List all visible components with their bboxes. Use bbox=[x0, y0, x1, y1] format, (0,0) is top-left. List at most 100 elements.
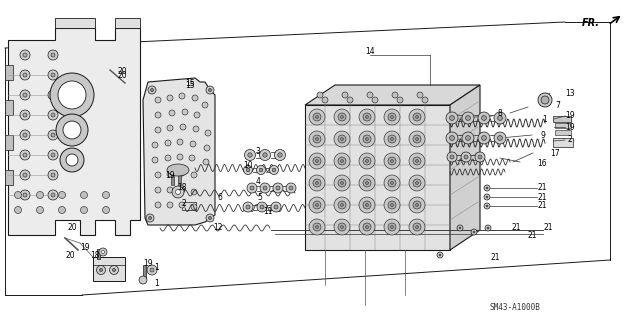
Circle shape bbox=[150, 88, 154, 92]
Bar bbox=[555, 130, 571, 135]
Circle shape bbox=[257, 166, 266, 174]
Circle shape bbox=[243, 166, 253, 174]
Circle shape bbox=[20, 110, 30, 120]
Circle shape bbox=[409, 175, 425, 191]
Circle shape bbox=[367, 92, 373, 98]
Circle shape bbox=[191, 189, 197, 195]
Circle shape bbox=[415, 182, 419, 184]
Circle shape bbox=[481, 136, 486, 140]
Text: 1: 1 bbox=[155, 278, 159, 287]
Circle shape bbox=[247, 183, 257, 193]
Circle shape bbox=[152, 142, 158, 148]
Text: 21: 21 bbox=[527, 231, 537, 240]
Circle shape bbox=[486, 187, 488, 189]
Circle shape bbox=[372, 97, 378, 103]
Circle shape bbox=[446, 112, 458, 124]
Circle shape bbox=[51, 93, 55, 97]
Circle shape bbox=[56, 114, 88, 146]
Text: FR.: FR. bbox=[582, 18, 600, 28]
Circle shape bbox=[363, 223, 371, 231]
Circle shape bbox=[363, 113, 371, 121]
Circle shape bbox=[257, 202, 267, 212]
Circle shape bbox=[23, 93, 27, 97]
Circle shape bbox=[167, 202, 173, 208]
Circle shape bbox=[390, 115, 394, 118]
Circle shape bbox=[274, 205, 278, 209]
Circle shape bbox=[340, 160, 344, 162]
Circle shape bbox=[286, 183, 296, 193]
Text: 1: 1 bbox=[155, 263, 159, 271]
Circle shape bbox=[155, 97, 161, 103]
Text: 8: 8 bbox=[498, 108, 502, 117]
Circle shape bbox=[338, 135, 346, 143]
Circle shape bbox=[313, 157, 321, 165]
Circle shape bbox=[51, 53, 55, 57]
Circle shape bbox=[340, 204, 344, 206]
Circle shape bbox=[99, 248, 107, 256]
Circle shape bbox=[58, 206, 65, 213]
Circle shape bbox=[50, 73, 94, 117]
Circle shape bbox=[390, 160, 394, 162]
Circle shape bbox=[81, 191, 88, 198]
Text: 20: 20 bbox=[117, 70, 127, 79]
Circle shape bbox=[363, 201, 371, 209]
Circle shape bbox=[155, 202, 161, 208]
Text: 1: 1 bbox=[543, 115, 547, 124]
Polygon shape bbox=[55, 18, 95, 28]
Polygon shape bbox=[8, 28, 140, 235]
Circle shape bbox=[384, 131, 400, 147]
Circle shape bbox=[180, 124, 186, 130]
Circle shape bbox=[342, 92, 348, 98]
Circle shape bbox=[165, 155, 171, 161]
Text: 21: 21 bbox=[537, 192, 547, 202]
Circle shape bbox=[347, 97, 353, 103]
Circle shape bbox=[204, 145, 210, 151]
Circle shape bbox=[167, 171, 173, 177]
Text: 19: 19 bbox=[565, 122, 575, 131]
Circle shape bbox=[278, 153, 282, 157]
Circle shape bbox=[209, 217, 211, 219]
Circle shape bbox=[250, 186, 254, 190]
Circle shape bbox=[422, 97, 428, 103]
Circle shape bbox=[48, 110, 58, 120]
Circle shape bbox=[273, 183, 283, 193]
Circle shape bbox=[309, 197, 325, 213]
Circle shape bbox=[340, 226, 344, 228]
Circle shape bbox=[203, 159, 209, 165]
Circle shape bbox=[97, 265, 106, 275]
Circle shape bbox=[23, 53, 27, 57]
Bar bbox=[5, 100, 13, 115]
Circle shape bbox=[58, 81, 86, 109]
Circle shape bbox=[390, 182, 394, 184]
Circle shape bbox=[63, 121, 81, 139]
Circle shape bbox=[415, 204, 419, 206]
Circle shape bbox=[51, 193, 55, 197]
Circle shape bbox=[466, 136, 470, 140]
Text: 17: 17 bbox=[550, 149, 560, 158]
Circle shape bbox=[179, 93, 185, 99]
Text: 20: 20 bbox=[117, 68, 127, 77]
Circle shape bbox=[409, 219, 425, 235]
Circle shape bbox=[475, 152, 485, 162]
Circle shape bbox=[384, 109, 400, 125]
Circle shape bbox=[20, 150, 30, 160]
Circle shape bbox=[388, 201, 396, 209]
Circle shape bbox=[205, 130, 211, 136]
Circle shape bbox=[167, 187, 173, 193]
Circle shape bbox=[413, 201, 421, 209]
Bar bbox=[5, 170, 13, 185]
Circle shape bbox=[484, 194, 490, 200]
Circle shape bbox=[179, 202, 185, 208]
Text: 19: 19 bbox=[165, 172, 175, 181]
Text: 15: 15 bbox=[185, 80, 195, 90]
Circle shape bbox=[155, 172, 161, 178]
Circle shape bbox=[48, 150, 58, 160]
Circle shape bbox=[466, 115, 470, 120]
Circle shape bbox=[167, 125, 173, 131]
Circle shape bbox=[359, 219, 375, 235]
Text: 20: 20 bbox=[67, 222, 77, 232]
Circle shape bbox=[248, 153, 252, 157]
Circle shape bbox=[450, 155, 454, 159]
Circle shape bbox=[417, 92, 423, 98]
Polygon shape bbox=[143, 78, 215, 225]
